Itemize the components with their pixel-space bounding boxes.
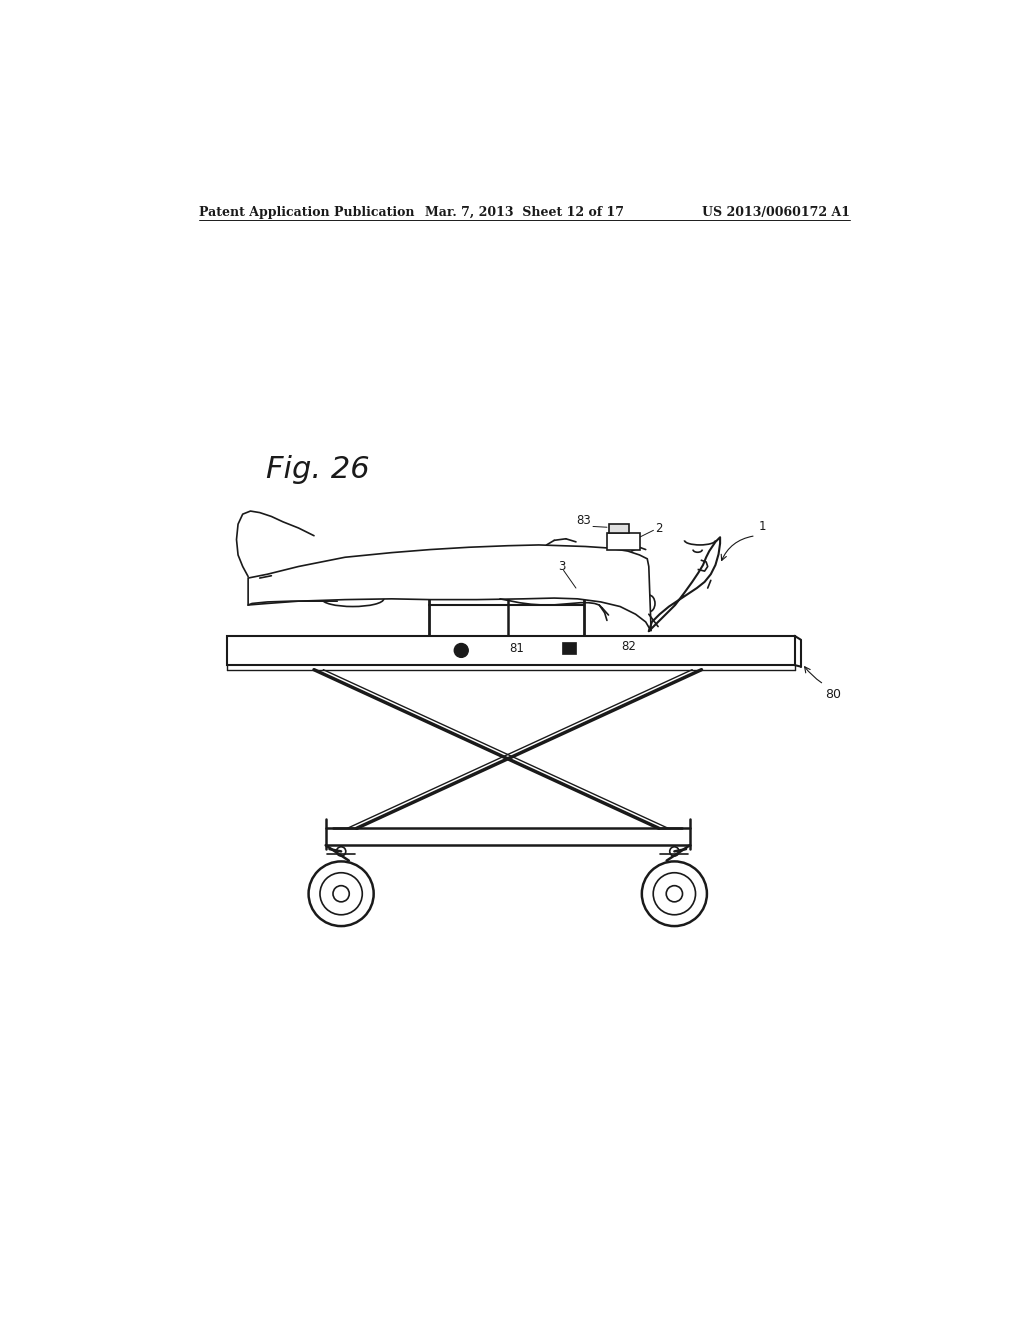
Text: 81: 81 bbox=[509, 643, 524, 656]
Text: 1: 1 bbox=[759, 520, 766, 533]
Bar bbox=[562, 642, 575, 655]
Circle shape bbox=[455, 644, 468, 657]
Text: 3: 3 bbox=[558, 560, 565, 573]
Polygon shape bbox=[248, 545, 651, 631]
Bar bbox=[608, 524, 629, 533]
Text: 82: 82 bbox=[622, 640, 637, 653]
Text: US 2013/0060172 A1: US 2013/0060172 A1 bbox=[702, 206, 850, 219]
Text: Patent Application Publication: Patent Application Publication bbox=[200, 206, 415, 219]
Text: Mar. 7, 2013  Sheet 12 of 17: Mar. 7, 2013 Sheet 12 of 17 bbox=[425, 206, 625, 219]
Text: 80: 80 bbox=[825, 688, 842, 701]
Text: Fig. 26: Fig. 26 bbox=[266, 455, 370, 484]
Bar bbox=[607, 533, 640, 550]
Text: 2: 2 bbox=[655, 523, 663, 536]
Text: 83: 83 bbox=[577, 513, 592, 527]
Bar bbox=[227, 636, 795, 665]
